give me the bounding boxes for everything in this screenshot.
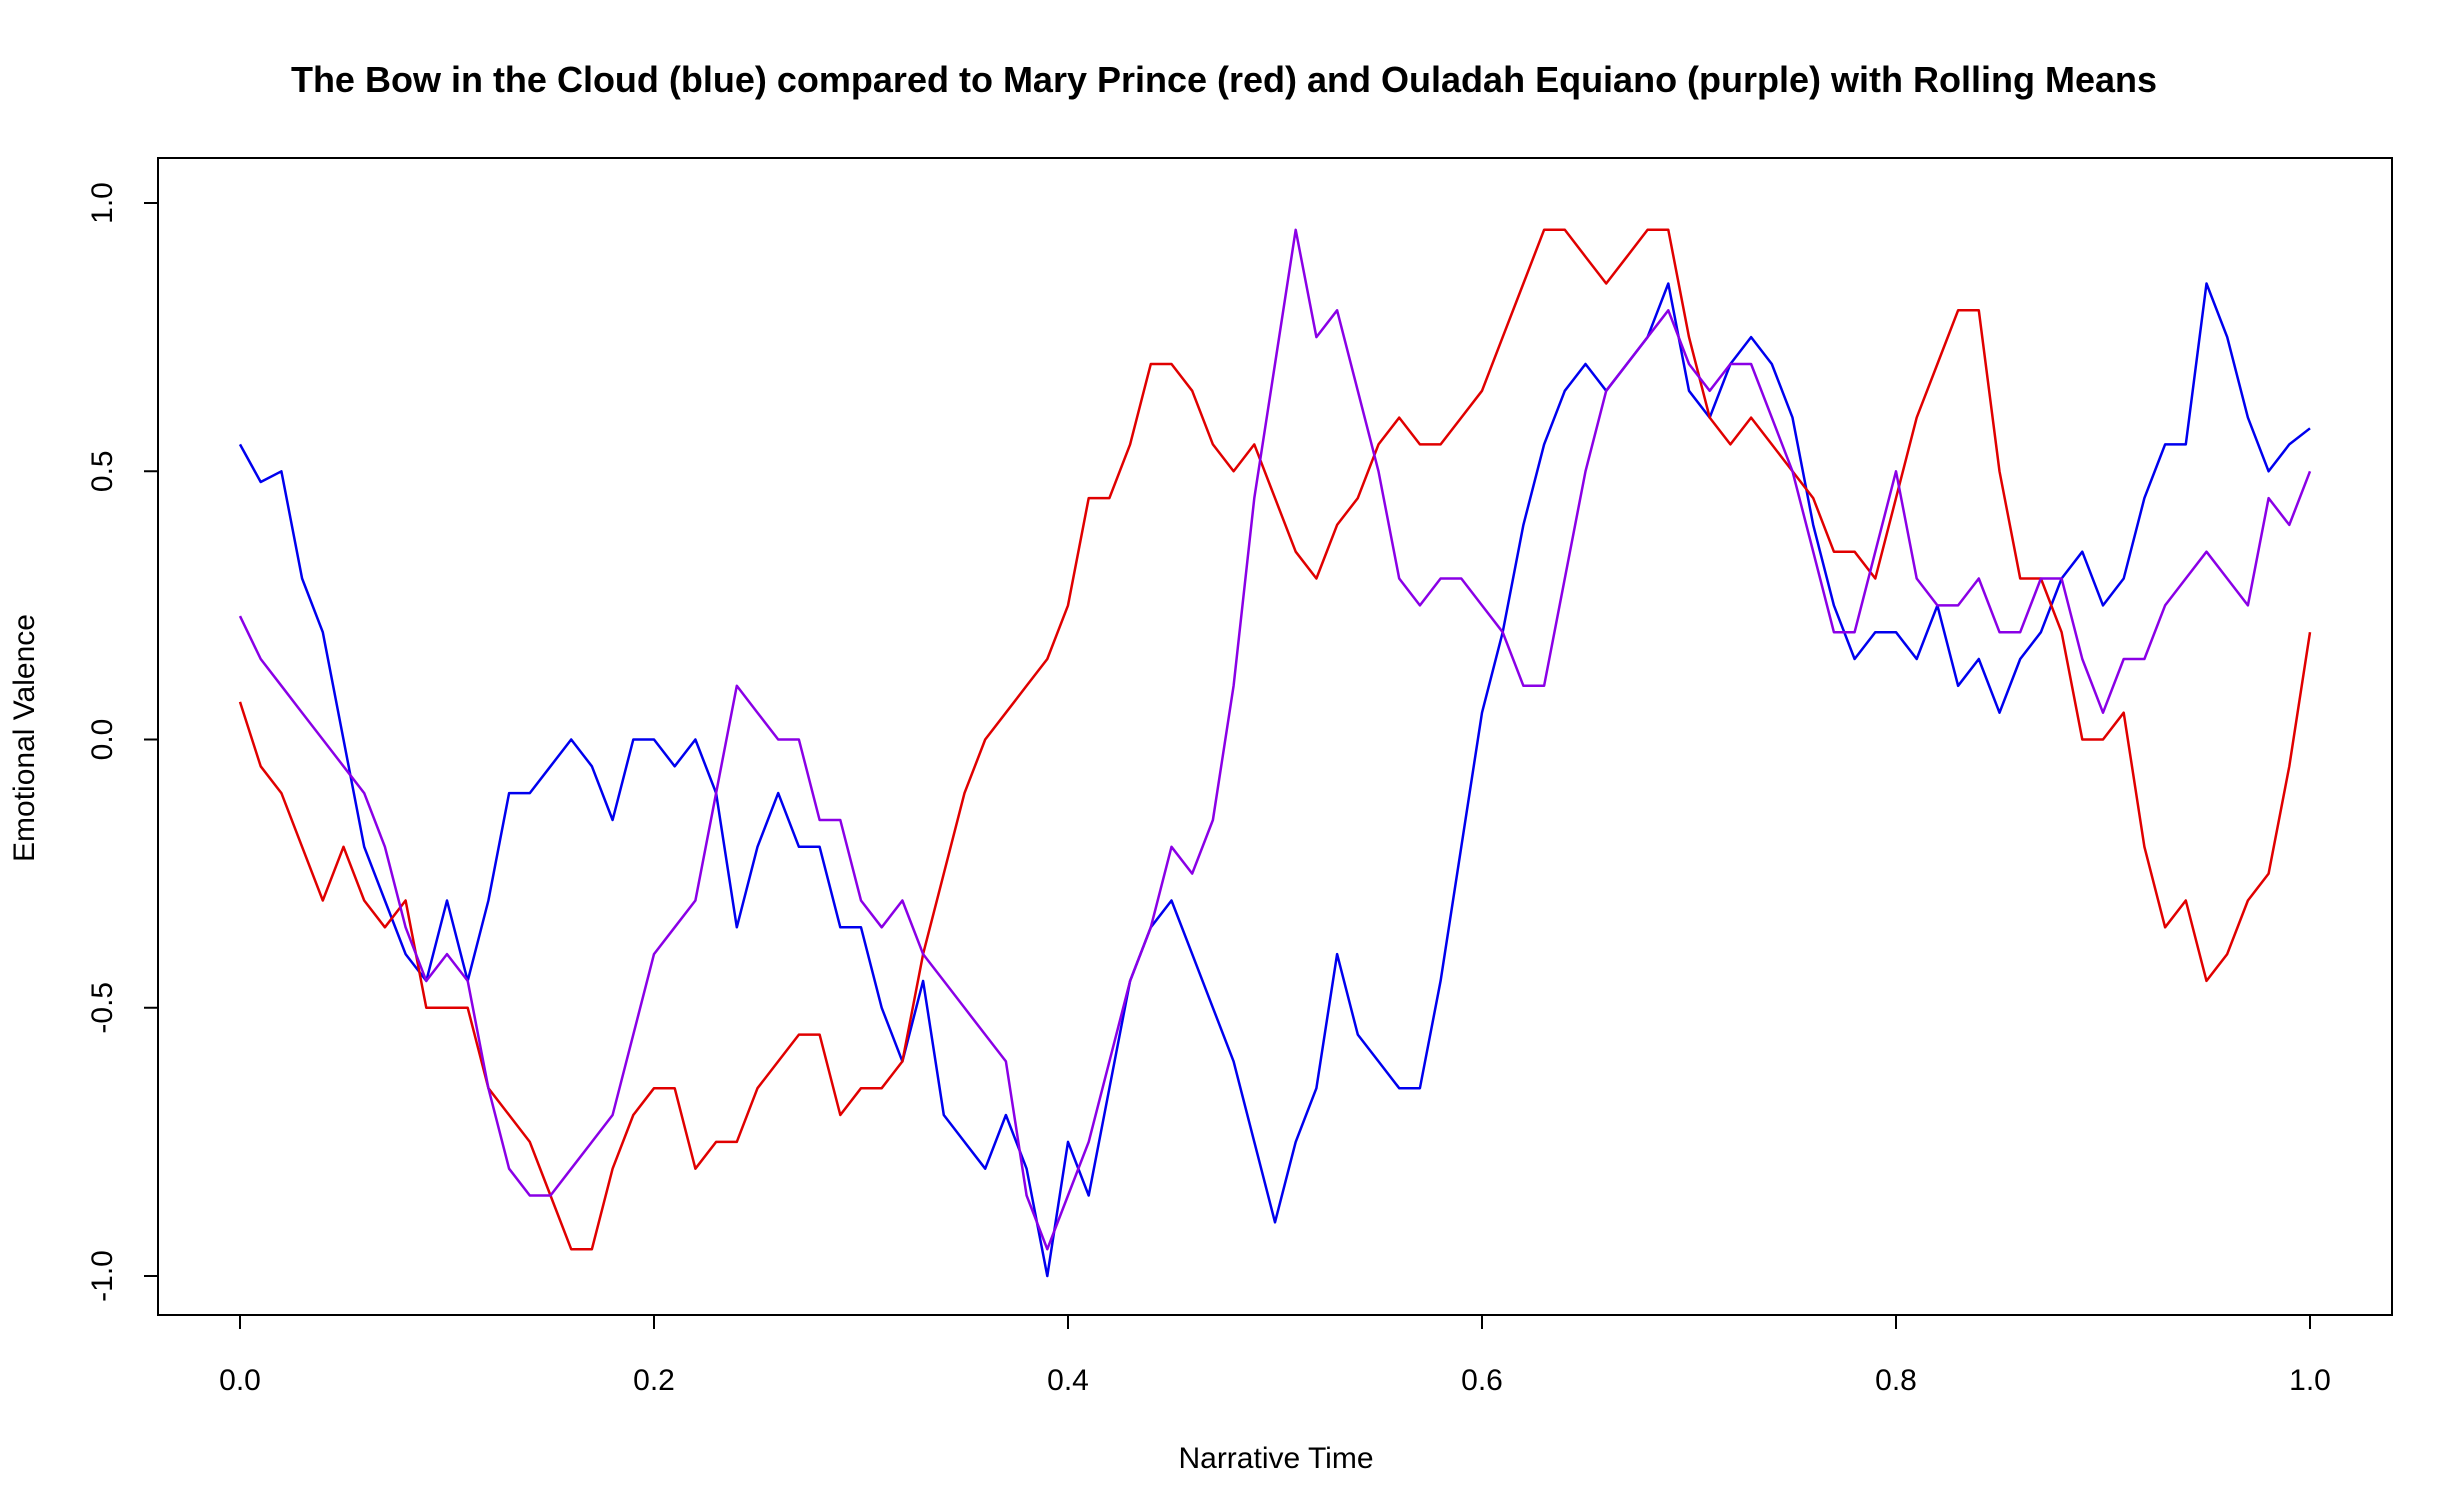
x-tick-label: 0.0 xyxy=(219,1364,261,1397)
y-axis-label: Emotional Valence xyxy=(8,614,41,862)
x-tick-label: 0.8 xyxy=(1875,1364,1917,1397)
chart-title: The Bow in the Cloud (blue) compared to … xyxy=(291,59,2157,100)
y-tick-label: 1.0 xyxy=(86,182,119,224)
y-axis: -1.0 -0.5 0.0 0.5 1.0 xyxy=(86,182,159,1302)
x-axis: 0.0 0.2 0.4 0.6 0.8 1.0 xyxy=(219,1314,2331,1397)
y-tick-label: -1.0 xyxy=(86,1250,119,1302)
series-line-3 xyxy=(238,228,2312,1251)
series-layer xyxy=(238,228,2312,1278)
y-tick-label: -0.5 xyxy=(86,982,119,1034)
x-tick-label: 0.6 xyxy=(1461,1364,1503,1397)
x-tick-label: 0.2 xyxy=(633,1364,675,1397)
y-tick-label: 0.0 xyxy=(86,719,119,761)
series-line-1 xyxy=(238,282,2311,1278)
y-tick-label: 0.5 xyxy=(86,450,119,492)
x-axis-label: Narrative Time xyxy=(1178,1442,1373,1475)
x-tick-label: 1.0 xyxy=(2289,1364,2331,1397)
x-tick-label: 0.4 xyxy=(1047,1364,1089,1397)
series-line-2 xyxy=(238,228,2312,1251)
